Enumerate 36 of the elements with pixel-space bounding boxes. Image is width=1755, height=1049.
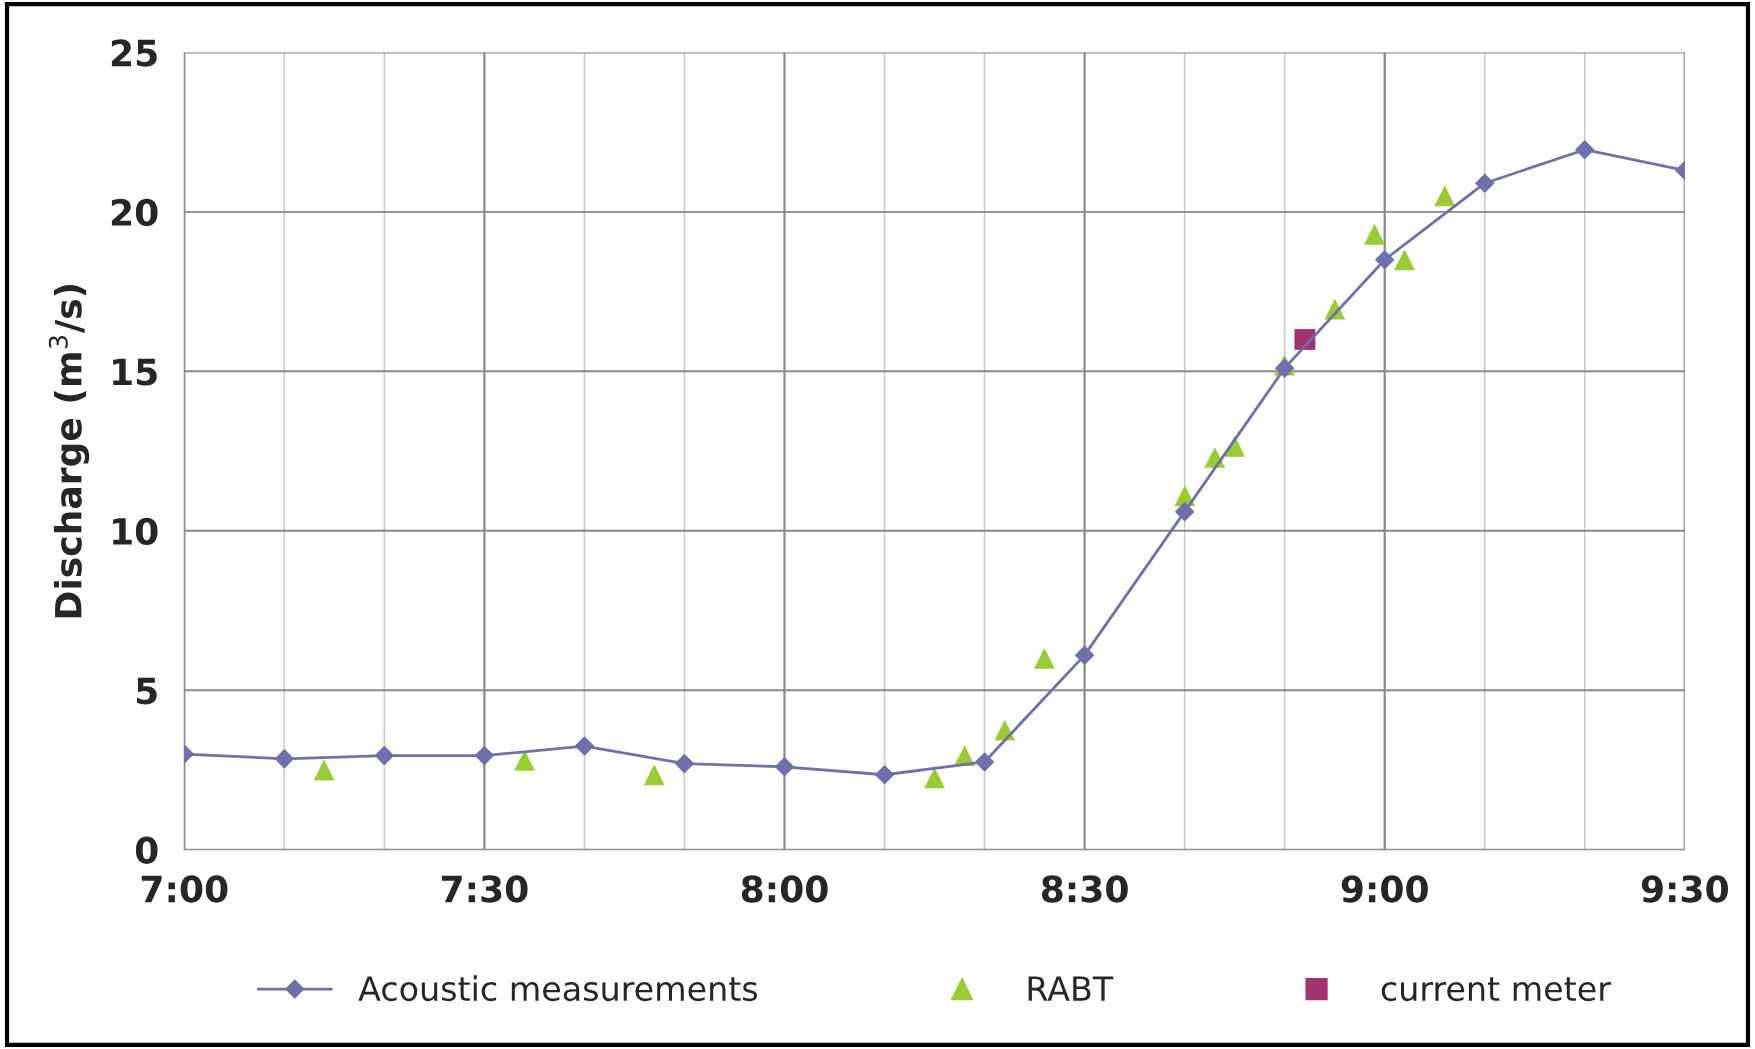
point xyxy=(1434,185,1456,207)
point xyxy=(474,746,494,766)
legend-label: Acoustic measurements xyxy=(358,975,758,1002)
point xyxy=(1375,250,1395,270)
x-tick-label: 9:00 xyxy=(1341,875,1428,903)
point xyxy=(875,765,895,785)
point xyxy=(1394,249,1415,271)
y-axis-title: Discharge (m$^{3}$/s) xyxy=(48,284,90,618)
x-tick-label: 7:30 xyxy=(441,875,528,903)
point xyxy=(1075,645,1095,665)
point xyxy=(1364,223,1385,245)
x-tick-label: 8:30 xyxy=(1041,875,1128,903)
point xyxy=(1475,173,1495,193)
point xyxy=(674,754,694,774)
y-tick-label: 20 xyxy=(111,198,158,227)
y-tick-label: 0 xyxy=(135,836,158,864)
point xyxy=(1033,647,1055,669)
point xyxy=(374,746,394,766)
point xyxy=(274,749,294,769)
point xyxy=(643,764,665,786)
point xyxy=(1175,502,1195,522)
y-tick-label: 10 xyxy=(113,517,158,546)
legend-label: current meter xyxy=(1381,977,1611,1002)
point xyxy=(924,767,945,789)
y-tick-label: 5 xyxy=(136,677,157,705)
point xyxy=(574,736,594,756)
x-tick-label: 7:00 xyxy=(141,875,228,903)
x-tick-label: 8:00 xyxy=(741,875,828,903)
point xyxy=(1575,140,1595,160)
y-tick-label: 15 xyxy=(113,358,157,386)
x-tick-label: 9:30 xyxy=(1641,875,1728,903)
point xyxy=(313,759,335,781)
legend-label: RABT xyxy=(1028,976,1114,1001)
point xyxy=(774,757,795,777)
point xyxy=(975,752,995,772)
y-tick-label: 25 xyxy=(111,39,157,67)
